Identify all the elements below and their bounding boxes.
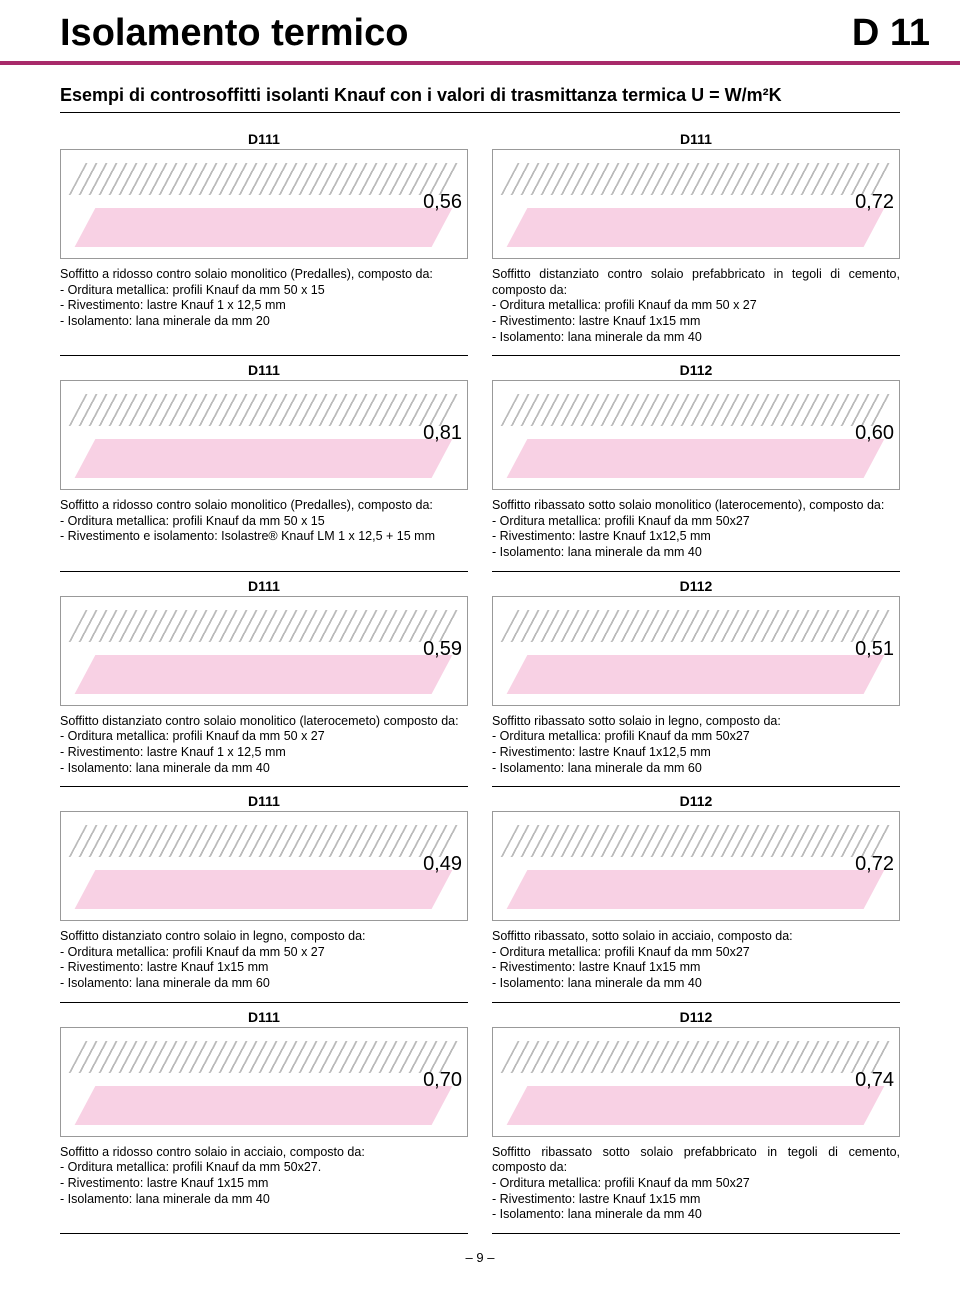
u-value: 0,56 <box>423 191 462 214</box>
example-spec-item: - Rivestimento: lastre Knauf 1 x 12,5 mm <box>60 745 468 761</box>
ceiling-diagram <box>60 811 468 921</box>
u-value: 0,72 <box>855 191 894 214</box>
page-subtitle: Esempi di controsoffitti isolanti Knauf … <box>60 85 900 113</box>
example-description: Soffitto distanziato contro solaio in le… <box>60 929 468 945</box>
example-description: Soffitto ribassato sotto solaio prefabbr… <box>492 1145 900 1176</box>
example-cell: D112 0,74 Soffitto ribassato sotto solaio … <box>492 1003 900 1234</box>
examples-grid: D111 0,56 Soffitto a ridosso contro solaio… <box>0 125 960 1234</box>
ceiling-diagram <box>492 596 900 706</box>
figure-label: D112 <box>492 362 900 378</box>
example-cell: D111 0,72 Soffitto distanziato contro sola… <box>492 125 900 356</box>
page-header: Isolamento termico D 11 <box>0 0 960 65</box>
u-value: 0,70 <box>423 1069 462 1092</box>
example-spec-item: - Rivestimento: lastre Knauf 1 x 12,5 mm <box>60 298 468 314</box>
ceiling-diagram <box>492 380 900 490</box>
example-cell: D111 0,56 Soffitto a ridosso contro solaio… <box>60 125 468 356</box>
example-description: Soffitto ribassato sotto solaio in legno… <box>492 714 900 730</box>
example-spec-item: - Isolamento: lana minerale da mm 40 <box>60 1192 468 1208</box>
example-spec-item: - Orditura metallica: profili Knauf da m… <box>492 945 900 961</box>
example-spec-item: - Isolamento: lana minerale da mm 40 <box>60 761 468 777</box>
example-spec-item: - Rivestimento: lastre Knauf 1x12,5 mm <box>492 745 900 761</box>
u-value: 0,60 <box>855 422 894 445</box>
example-cell: D111 0,70 Soffitto a ridosso contro solaio… <box>60 1003 468 1234</box>
example-description: Soffitto distanziato contro solaio prefa… <box>492 267 900 298</box>
example-spec-item: - Orditura metallica: profili Knauf da m… <box>492 514 900 530</box>
example-description: Soffitto ribassato, sotto solaio in acci… <box>492 929 900 945</box>
example-spec-item: - Orditura metallica: profili Knauf da m… <box>60 729 468 745</box>
example-spec-item: - Rivestimento e isolamento: Isolastre® … <box>60 529 468 545</box>
ceiling-diagram <box>492 149 900 259</box>
example-spec-item: - Rivestimento: lastre Knauf 1x15 mm <box>60 960 468 976</box>
page-title: Isolamento termico <box>60 12 408 55</box>
example-spec-item: - Orditura metallica: profili Knauf da m… <box>492 298 900 314</box>
figure-label: D111 <box>60 793 468 809</box>
example-description: Soffitto a ridosso contro solaio in acci… <box>60 1145 468 1161</box>
example-spec-item: - Orditura metallica: profili Knauf da m… <box>492 729 900 745</box>
example-spec-item: - Rivestimento: lastre Knauf 1x15 mm <box>492 1192 900 1208</box>
u-value: 0,51 <box>855 638 894 661</box>
example-spec-item: - Rivestimento: lastre Knauf 1x12,5 mm <box>492 529 900 545</box>
example-spec-item: - Orditura metallica: profili Knauf da m… <box>60 1160 468 1176</box>
ceiling-diagram <box>60 149 468 259</box>
example-description: Soffitto ribassato sotto solaio monoliti… <box>492 498 900 514</box>
figure-label: D111 <box>60 578 468 594</box>
u-value: 0,74 <box>855 1069 894 1092</box>
example-description: Soffitto a ridosso contro solaio monolit… <box>60 498 468 514</box>
example-spec-item: - Orditura metallica: profili Knauf da m… <box>60 283 468 299</box>
ceiling-diagram <box>60 380 468 490</box>
example-spec-item: - Isolamento: lana minerale da mm 60 <box>492 761 900 777</box>
example-spec-item: - Isolamento: lana minerale da mm 20 <box>60 314 468 330</box>
page-number: – 9 – <box>0 1234 960 1285</box>
figure-label: D112 <box>492 793 900 809</box>
example-cell: D112 0,51 Soffitto ribassato sotto solaio … <box>492 572 900 788</box>
figure-label: D111 <box>60 131 468 147</box>
ceiling-diagram <box>492 1027 900 1137</box>
u-value: 0,81 <box>423 422 462 445</box>
example-spec-item: - Isolamento: lana minerale da mm 60 <box>60 976 468 992</box>
example-spec-item: - Isolamento: lana minerale da mm 40 <box>492 976 900 992</box>
figure-label: D112 <box>492 578 900 594</box>
example-cell: D111 0,59 Soffitto distanziato contro sola… <box>60 572 468 788</box>
example-cell: D111 0,81 Soffitto a ridosso contro solaio… <box>60 356 468 572</box>
ceiling-diagram <box>60 1027 468 1137</box>
ceiling-diagram <box>60 596 468 706</box>
example-spec-item: - Orditura metallica: profili Knauf da m… <box>60 514 468 530</box>
example-description: Soffitto distanziato contro solaio monol… <box>60 714 468 730</box>
u-value: 0,59 <box>423 638 462 661</box>
figure-label: D112 <box>492 1009 900 1025</box>
example-cell: D111 0,49 Soffitto distanziato contro sola… <box>60 787 468 1003</box>
example-spec-item: - Isolamento: lana minerale da mm 40 <box>492 330 900 346</box>
example-spec-item: - Rivestimento: lastre Knauf 1x15 mm <box>492 960 900 976</box>
example-spec-item: - Isolamento: lana minerale da mm 40 <box>492 545 900 561</box>
example-spec-item: - Isolamento: lana minerale da mm 40 <box>492 1207 900 1223</box>
example-spec-item: - Orditura metallica: profili Knauf da m… <box>60 945 468 961</box>
u-value: 0,72 <box>855 853 894 876</box>
figure-label: D111 <box>60 362 468 378</box>
u-value: 0,49 <box>423 853 462 876</box>
example-cell: D112 0,72 Soffitto ribassato, sotto solaio… <box>492 787 900 1003</box>
figure-label: D111 <box>492 131 900 147</box>
figure-label: D111 <box>60 1009 468 1025</box>
example-spec-item: - Orditura metallica: profili Knauf da m… <box>492 1176 900 1192</box>
example-spec-item: - Rivestimento: lastre Knauf 1x15 mm <box>492 314 900 330</box>
example-spec-item: - Rivestimento: lastre Knauf 1x15 mm <box>60 1176 468 1192</box>
example-description: Soffitto a ridosso contro solaio monolit… <box>60 267 468 283</box>
page-code: D 11 <box>852 12 930 55</box>
ceiling-diagram <box>492 811 900 921</box>
example-cell: D112 0,60 Soffitto ribassato sotto solaio … <box>492 356 900 572</box>
